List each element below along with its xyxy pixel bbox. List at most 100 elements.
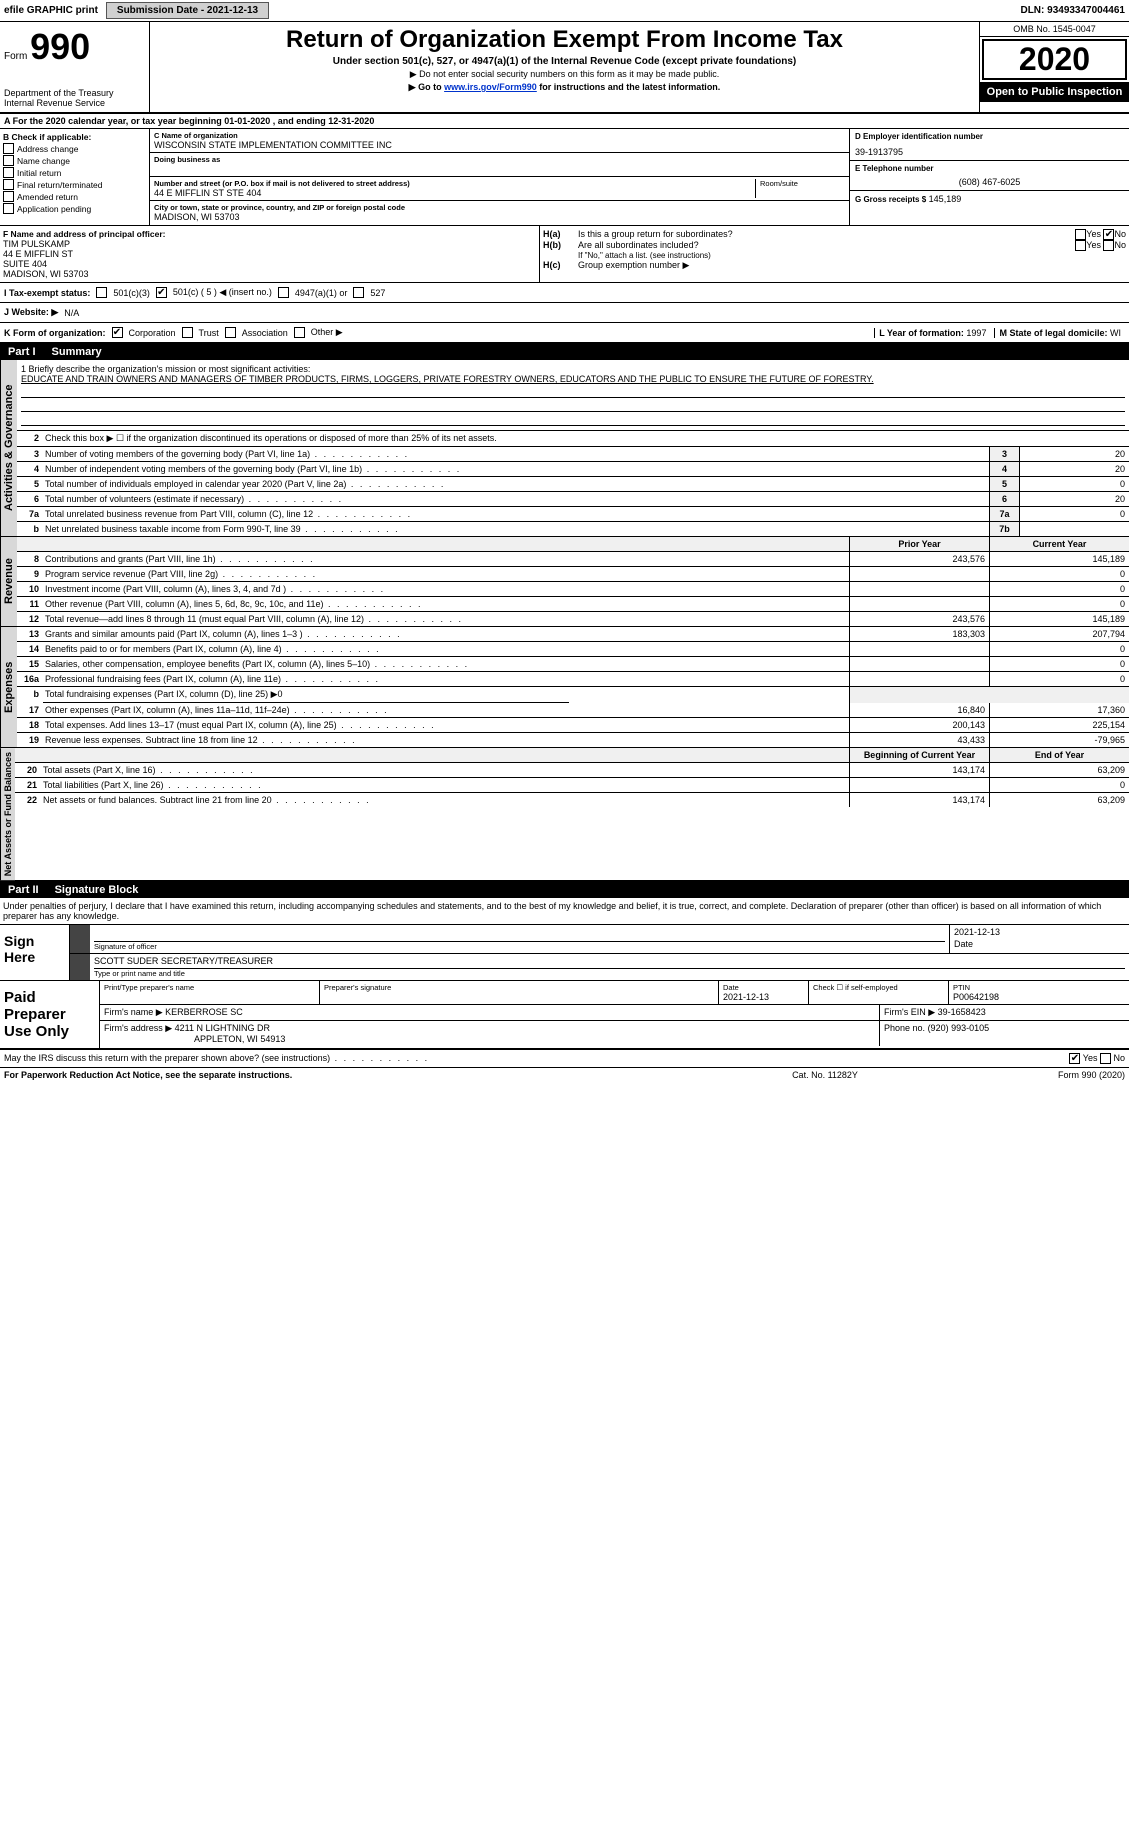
table-row: 6Total number of volunteers (estimate if… — [17, 492, 1129, 507]
table-row: 3Number of voting members of the governi… — [17, 447, 1129, 462]
side-net-assets: Net Assets or Fund Balances — [0, 748, 15, 880]
goto-link[interactable]: www.irs.gov/Form990 — [444, 82, 537, 92]
prep-sig-hdr: Preparer's signature — [324, 983, 714, 992]
chk-trust[interactable] — [182, 327, 193, 338]
chk-amended-return[interactable]: Amended return — [3, 191, 146, 202]
j-label: J Website: ▶ — [4, 307, 58, 318]
sig-officer-label: Signature of officer — [94, 941, 945, 951]
revenue-section: Revenue Prior Year Current Year 8Contrib… — [0, 537, 1129, 627]
sign-here-label: Sign Here — [0, 925, 70, 980]
part1-header: Part I Summary — [0, 344, 1129, 360]
k-label: K Form of organization: — [4, 328, 106, 338]
firm-ein: 39-1658423 — [938, 1007, 986, 1017]
discuss-no[interactable] — [1100, 1053, 1111, 1064]
table-row: bNet unrelated business taxable income f… — [17, 522, 1129, 536]
i-label: I Tax-exempt status: — [4, 288, 90, 298]
ha-yes[interactable] — [1075, 229, 1086, 240]
chk-527[interactable] — [353, 287, 364, 298]
signature-intro: Under penalties of perjury, I declare th… — [0, 898, 1129, 925]
chk-501c3[interactable] — [96, 287, 107, 298]
prep-date-hdr: Date — [723, 983, 804, 992]
discuss-yes[interactable] — [1069, 1053, 1080, 1064]
box-b-header: B Check if applicable: — [3, 132, 146, 142]
table-row: 4Number of independent voting members of… — [17, 462, 1129, 477]
chk-address-change[interactable]: Address change — [3, 143, 146, 154]
officer-addr3: MADISON, WI 53703 — [3, 269, 536, 279]
chk-application-pending[interactable]: Application pending — [3, 203, 146, 214]
discuss-question: May the IRS discuss this return with the… — [4, 1053, 1069, 1064]
print-name-label: Type or print name and title — [94, 968, 1125, 978]
mission-text: EDUCATE AND TRAIN OWNERS AND MANAGERS OF… — [21, 374, 1125, 384]
paid-preparer-row: Paid Preparer Use Only Print/Type prepar… — [0, 981, 1129, 1050]
box-h: H(a) Is this a group return for subordin… — [540, 226, 1129, 282]
table-row: 8Contributions and grants (Part VIII, li… — [17, 552, 1129, 567]
f-label: F Name and address of principal officer: — [3, 229, 536, 239]
hb-question: Are all subordinates included? — [578, 240, 1075, 251]
hb-yes[interactable] — [1075, 240, 1086, 251]
top-bar: efile GRAPHIC print Submission Date - 20… — [0, 0, 1129, 22]
table-row: 7aTotal unrelated business revenue from … — [17, 507, 1129, 522]
arrow-icon — [70, 954, 90, 980]
expenses-section: Expenses 13Grants and similar amounts pa… — [0, 627, 1129, 748]
tax-year: 2020 — [982, 39, 1127, 80]
officer-print-name: SCOTT SUDER SECRETARY/TREASURER — [94, 956, 1125, 966]
firm-name-label: Firm's name ▶ — [104, 1007, 163, 1017]
period-row: A For the 2020 calendar year, or tax yea… — [0, 114, 1129, 129]
efile-label: efile GRAPHIC print — [4, 5, 98, 16]
chk-association[interactable] — [225, 327, 236, 338]
paperwork-notice: For Paperwork Reduction Act Notice, see … — [4, 1070, 725, 1080]
hb-no[interactable] — [1103, 240, 1114, 251]
part2-header: Part II Signature Block — [0, 882, 1129, 898]
discuss-row: May the IRS discuss this return with the… — [0, 1050, 1129, 1068]
firm-phone-label: Phone no. — [884, 1023, 925, 1033]
goto-post: for instructions and the latest informat… — [537, 82, 721, 92]
form-header: Form 990 Department of the Treasury Inte… — [0, 22, 1129, 114]
mission-lead: 1 Briefly describe the organization's mi… — [21, 364, 1125, 374]
header-mid: Return of Organization Exempt From Incom… — [150, 22, 979, 112]
sign-here-row: Sign Here Signature of officer 2021-12-1… — [0, 925, 1129, 981]
city-state-zip: MADISON, WI 53703 — [154, 212, 845, 222]
phone-value: (608) 467-6025 — [855, 177, 1124, 187]
arrow-icon — [70, 925, 90, 953]
table-row: 5Total number of individuals employed in… — [17, 477, 1129, 492]
ha-no[interactable] — [1103, 229, 1114, 240]
chk-4947[interactable] — [278, 287, 289, 298]
room-suite-label: Room/suite — [755, 179, 845, 198]
chk-name-change[interactable]: Name change — [3, 155, 146, 166]
chk-other[interactable] — [294, 327, 305, 338]
sign-date: 2021-12-13 — [954, 927, 1125, 937]
table-row: 12Total revenue—add lines 8 through 11 (… — [17, 612, 1129, 626]
ptin-hdr: PTIN — [953, 983, 1125, 992]
chk-501c[interactable] — [156, 287, 167, 298]
m-label: M State of legal domicile: — [999, 328, 1107, 338]
activities-governance-section: Activities & Governance 1 Briefly descri… — [0, 360, 1129, 537]
ein-value: 39-1913795 — [855, 147, 1124, 157]
box-f: F Name and address of principal officer:… — [0, 226, 540, 282]
table-row: 20Total assets (Part X, line 16)143,1746… — [15, 763, 1129, 778]
chk-corporation[interactable] — [112, 327, 123, 338]
ssn-note: ▶ Do not enter social security numbers o… — [154, 69, 975, 80]
table-row: 17Other expenses (Part IX, column (A), l… — [17, 703, 1129, 718]
year-header-rev: Prior Year Current Year — [17, 537, 1129, 552]
goto-pre: ▶ Go to — [409, 82, 444, 92]
year-formation: 1997 — [966, 328, 986, 338]
f-h-row: F Name and address of principal officer:… — [0, 226, 1129, 283]
chk-final-return[interactable]: Final return/terminated — [3, 179, 146, 190]
table-row: 18Total expenses. Add lines 13–17 (must … — [17, 718, 1129, 733]
firm-name: KERBERROSE SC — [165, 1007, 243, 1017]
table-row: 11Other revenue (Part VIII, column (A), … — [17, 597, 1129, 612]
right-column: D Employer identification number 39-1913… — [849, 129, 1129, 225]
org-name: WISCONSIN STATE IMPLEMENTATION COMMITTEE… — [154, 140, 845, 150]
city-label: City or town, state or province, country… — [154, 203, 845, 212]
officer-addr2: SUITE 404 — [3, 259, 536, 269]
omb-number: OMB No. 1545-0047 — [980, 22, 1129, 37]
officer-name: TIM PULSKAMP — [3, 239, 536, 249]
net-assets-section: Net Assets or Fund Balances Beginning of… — [0, 748, 1129, 882]
header-left: Form 990 Department of the Treasury Inte… — [0, 22, 150, 112]
street-address: 44 E MIFFLIN ST STE 404 — [154, 188, 755, 198]
submission-date-button[interactable]: Submission Date - 2021-12-13 — [106, 2, 269, 19]
firm-addr1: 4211 N LIGHTNING DR — [175, 1023, 270, 1033]
chk-initial-return[interactable]: Initial return — [3, 167, 146, 178]
open-to-public: Open to Public Inspection — [980, 82, 1129, 102]
side-activities: Activities & Governance — [0, 360, 17, 536]
